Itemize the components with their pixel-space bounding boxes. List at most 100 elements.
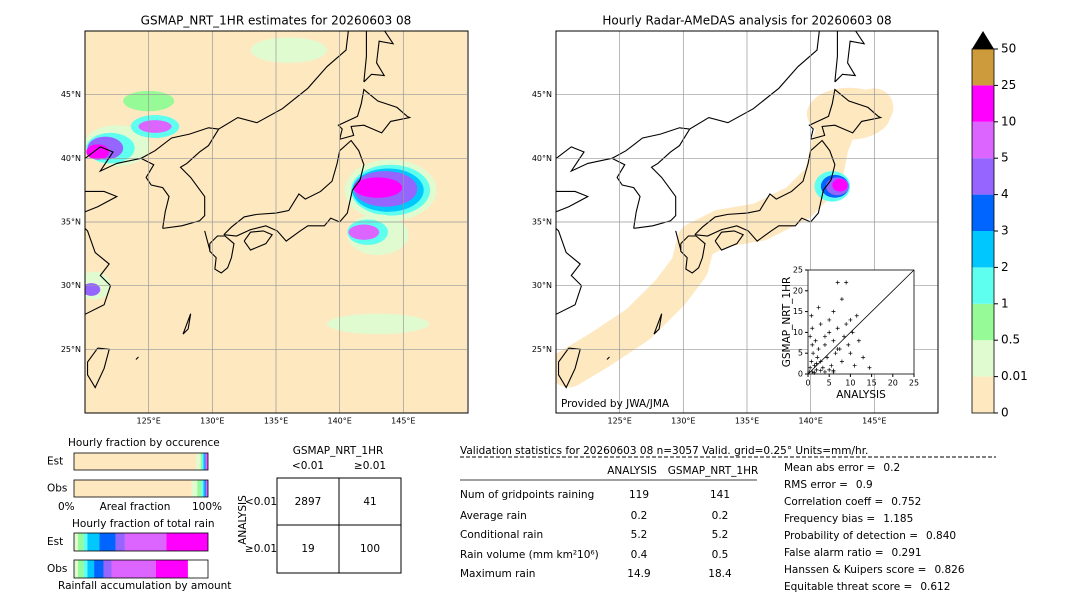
val-value: 18.4 — [708, 568, 732, 580]
bar-frame — [73, 479, 209, 498]
val-label: Num of gridpoints raining — [460, 489, 594, 501]
scatter-point — [827, 330, 832, 335]
scatter-point — [848, 351, 853, 356]
scatter-point — [842, 334, 847, 339]
scatter-point — [812, 363, 817, 368]
fraction-segment — [204, 480, 206, 497]
bar-row-label: Est — [47, 456, 63, 468]
lon-label: 135°E — [264, 417, 288, 426]
scatter-point — [844, 322, 849, 327]
fraction-segment — [205, 453, 208, 470]
colorbar-segment — [972, 49, 994, 86]
scatter-point — [839, 297, 844, 302]
lon-label: 125°E — [608, 417, 632, 426]
val-value: 0.2 — [631, 510, 648, 522]
fraction-segment — [203, 453, 205, 470]
coastline — [606, 356, 610, 360]
scatter-point — [815, 355, 820, 360]
colorbar-label: 1 — [1001, 296, 1009, 310]
fraction-segment — [203, 480, 205, 497]
diagonal — [807, 269, 915, 375]
scatter-point — [852, 363, 857, 368]
fraction-segment — [78, 533, 84, 551]
scatter-point — [822, 334, 827, 339]
score-label: Hanssen & Kuipers score = — [784, 564, 926, 576]
colorbar-label: 0.01 — [1001, 369, 1028, 383]
colorbar-label: 10 — [1001, 114, 1016, 128]
scatter-point — [810, 369, 815, 374]
fraction-segment — [87, 533, 100, 551]
rain-area — [353, 177, 403, 198]
colorbar-label: 2 — [1001, 260, 1009, 274]
scatter-point — [848, 317, 853, 322]
fraction-segment — [74, 560, 79, 578]
bar-row-label: Obs — [47, 483, 67, 495]
fraction-segment — [166, 533, 208, 551]
scatter-point — [829, 363, 834, 368]
fraction-segment — [111, 560, 156, 578]
fraction-segment — [99, 533, 116, 551]
score-label: Equitable threat score = — [784, 581, 912, 593]
lat-label: 40°N — [532, 154, 552, 163]
fraction-segment — [115, 533, 125, 551]
val-value: 0.4 — [631, 549, 648, 561]
scatter-point — [835, 326, 840, 331]
map-frame — [555, 30, 939, 414]
fraction-segment — [206, 480, 208, 497]
coastline — [689, 31, 820, 130]
lon-label: 135°E — [735, 417, 759, 426]
lon-label: 125°E — [137, 417, 161, 426]
bar-row-label: Est — [47, 536, 63, 548]
score-value: 1.185 — [883, 513, 913, 525]
rain-area — [250, 37, 327, 63]
scatter-point — [808, 365, 813, 370]
map-title: Hourly Radar-AMeDAS analysis for 2026060… — [602, 14, 891, 28]
ct-cell: 41 — [363, 496, 376, 508]
ct-cell: 2897 — [295, 496, 322, 508]
lat-label: 30°N — [532, 281, 552, 290]
rain-area — [832, 178, 848, 192]
scatter-point — [839, 359, 844, 364]
fraction-segment — [74, 480, 192, 497]
x-tick-label: 20 — [888, 379, 898, 388]
fraction-segment — [74, 453, 197, 470]
colorbar-segment — [972, 194, 994, 231]
colorbar-label: 4 — [1001, 187, 1009, 201]
score-value: 0.840 — [926, 530, 956, 542]
score-label: Probability of detection = — [784, 530, 918, 542]
coastline — [223, 139, 365, 242]
rain-area — [85, 283, 101, 296]
scatter-point — [825, 355, 830, 360]
rain-area — [348, 224, 380, 240]
lat-label: 40°N — [61, 154, 81, 163]
map-left — [85, 31, 467, 413]
score-label: Mean abs error = — [784, 462, 875, 474]
coastline — [139, 127, 220, 229]
scatter-point — [811, 351, 816, 356]
coastline — [694, 139, 836, 242]
fraction-segment — [191, 480, 198, 497]
scatter-point — [814, 361, 819, 366]
colorbar-segment — [972, 85, 994, 122]
scatter-point — [856, 338, 861, 343]
map-frame — [84, 30, 469, 414]
occ-axis: 100% — [192, 501, 222, 513]
score-label: False alarm ratio = — [784, 547, 884, 559]
y-tick-label: 0 — [798, 370, 803, 379]
score-value: 0.826 — [934, 564, 964, 576]
scatter-point — [850, 330, 855, 335]
val-value: 5.2 — [631, 529, 648, 541]
rain-area — [86, 144, 110, 160]
bar-frame — [73, 559, 209, 579]
colorbar-segment — [972, 376, 994, 413]
scatter-point — [844, 280, 849, 285]
colorbar-segment — [972, 231, 994, 268]
fraction-segment — [83, 533, 88, 551]
coastline — [680, 235, 706, 274]
scatter-point — [808, 334, 813, 339]
rain-area — [138, 120, 172, 133]
val-header: Validation statistics for 20260603 08 n=… — [460, 445, 868, 457]
lon-label: 140°E — [328, 417, 352, 426]
scatter-point — [846, 342, 851, 347]
y-tick-label: 5 — [798, 349, 803, 358]
